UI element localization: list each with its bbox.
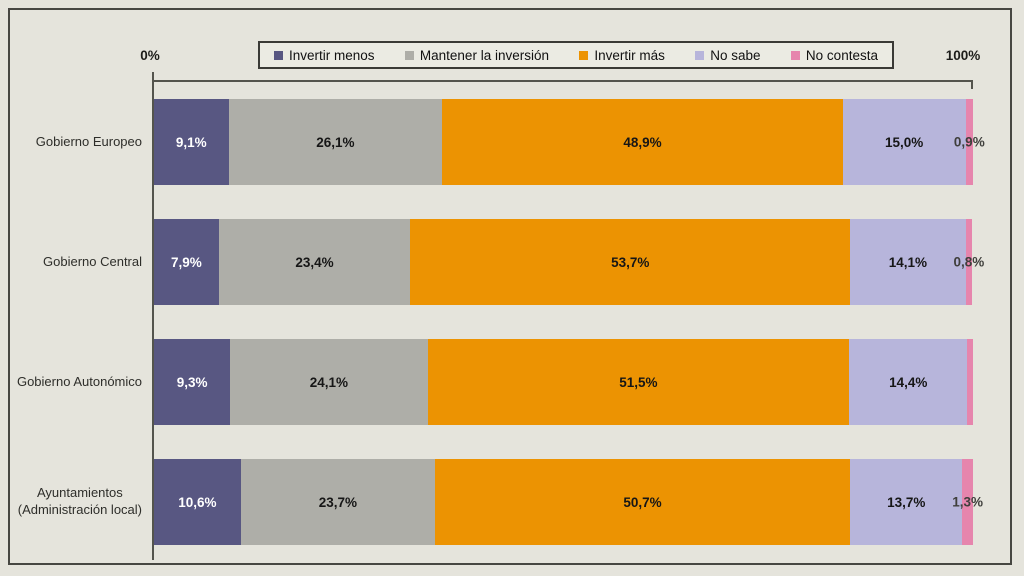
legend-item-label: Invertir más xyxy=(594,47,665,63)
bar-segment: 14,4% xyxy=(849,339,968,425)
segment-value-label: 23,7% xyxy=(318,494,357,510)
bar-row: Gobierno Autonómico 9,3% 24,1% 51,5% 14,4% xyxy=(17,322,973,442)
segment-value-label: 13,7% xyxy=(887,494,926,510)
axis-tick-label-100: 100% xyxy=(945,48,981,63)
segment-value-label: 0,8% xyxy=(953,254,985,270)
legend-item: Invertir más xyxy=(579,48,665,63)
bar-row: Gobierno Central 7,9% 23,4% 53,7% 14,1% 0,8% xyxy=(43,202,984,322)
bar-segment: 15,0% xyxy=(842,99,966,185)
legend-marker-icon xyxy=(695,50,705,60)
bar-segment: 13,7% xyxy=(850,459,963,545)
category-label: Gobierno Autonómico xyxy=(0,374,142,391)
category-label-text: Gobierno Europeo xyxy=(35,133,142,149)
bar-segment: 48,9% xyxy=(442,99,843,185)
axis-tick-100-mark xyxy=(971,80,973,89)
segment-value-label: 15,0% xyxy=(885,134,924,150)
legend-marker-icon xyxy=(404,50,414,60)
bar-row: Gobierno Europeo 9,1% 26,1% 48,9% 15,0% 0,9% xyxy=(36,82,985,202)
bar-segment: 53,7% xyxy=(410,219,851,305)
segment-value-label: 14,1% xyxy=(888,254,927,270)
segment-value-label: 48,9% xyxy=(623,134,662,150)
bar-segment: 7,9% xyxy=(154,219,219,305)
segment-value-label: 0,9% xyxy=(953,134,985,150)
segment-value-label: 51,5% xyxy=(619,374,658,390)
segment-value-label: 53,7% xyxy=(611,254,650,270)
bar-segment xyxy=(962,459,973,545)
stacked-bar: 9,3% 24,1% 51,5% 14,4% xyxy=(154,339,973,425)
category-label: Gobierno Central xyxy=(0,254,142,271)
stacked-bar: 7,9% 23,4% 53,7% 14,1% 0,8% xyxy=(154,219,984,305)
plot-area: Gobierno Europeo 9,1% 26,1% 48,9% 15,0% 0,9% G… xyxy=(17,72,985,562)
segment-value-label: 9,1% xyxy=(175,134,207,150)
axis-tick-0-mark xyxy=(152,72,154,90)
category-label: Gobierno Europeo xyxy=(0,134,142,151)
bar-segment: 26,1% xyxy=(228,99,443,185)
legend-item-label: No sabe xyxy=(710,47,761,63)
segment-value-label: 9,3% xyxy=(176,374,208,390)
bar-segment: 9,3% xyxy=(154,339,231,425)
legend-marker-icon xyxy=(790,50,800,60)
category-label-text: Ayuntamientos (Administración local) xyxy=(17,485,142,517)
bar-segment: 23,7% xyxy=(240,459,435,545)
legend-item-label: Invertir menos xyxy=(289,47,375,63)
bar-segment: 23,4% xyxy=(218,219,411,305)
bar-segment xyxy=(965,99,973,185)
bar-segment: 51,5% xyxy=(427,339,850,425)
bar-segment xyxy=(967,339,973,425)
bar-segment: 9,1% xyxy=(154,99,229,185)
bar-segment: 14,1% xyxy=(850,219,966,305)
segment-value-label: 14,4% xyxy=(889,374,928,390)
stacked-bar: 10,6% 23,7% 50,7% 13,7% 1,3% xyxy=(154,459,983,545)
segment-value-label: 26,1% xyxy=(316,134,355,150)
segment-value-label: 50,7% xyxy=(623,494,662,510)
segment-value-label: 1,3% xyxy=(952,494,984,510)
legend-marker-icon xyxy=(274,50,283,60)
segment-value-label: 10,6% xyxy=(178,494,217,510)
segment-value-label: 23,4% xyxy=(295,254,334,270)
legend-item: No sabe xyxy=(695,47,761,63)
bar-segment xyxy=(965,219,973,305)
bar-segment: 50,7% xyxy=(434,459,851,545)
legend-item-label: No contesta xyxy=(805,47,878,63)
legend: Invertir menos Mantener la inversión Inver… xyxy=(258,41,894,69)
legend-item: Invertir menos xyxy=(274,48,375,63)
legend-item: Mantener la inversión xyxy=(404,47,549,63)
category-label: Ayuntamientos (Administración local) xyxy=(0,485,142,519)
legend-item: No contesta xyxy=(790,47,878,63)
category-label-text: Gobierno Central xyxy=(43,253,142,269)
segment-value-label: 24,1% xyxy=(309,374,348,390)
stacked-bar: 9,1% 26,1% 48,9% 15,0% 0,9% xyxy=(154,99,985,185)
bar-segment: 10,6% xyxy=(154,459,241,545)
legend-marker-icon xyxy=(579,50,589,60)
segment-value-label: 7,9% xyxy=(170,254,202,270)
category-label-text: Gobierno Autonómico xyxy=(16,373,142,389)
bar-segment: 24,1% xyxy=(230,339,428,425)
bar-row: Ayuntamientos (Administración local) 10,6%… xyxy=(18,442,983,562)
axis-tick-label-0: 0% xyxy=(140,48,160,63)
legend-item-label: Mantener la inversión xyxy=(419,47,549,63)
